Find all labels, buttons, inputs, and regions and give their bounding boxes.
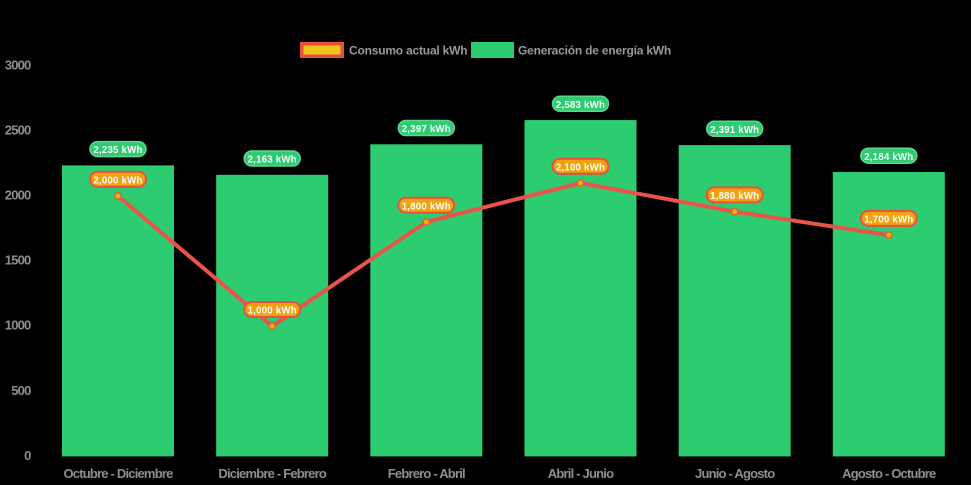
svg-text:2,000 kWh: 2,000 kWh (93, 175, 142, 186)
svg-text:Octubre - Diciembre: Octubre - Diciembre (63, 466, 173, 481)
svg-text:Agosto - Octubre: Agosto - Octubre (842, 466, 936, 481)
svg-text:3000: 3000 (5, 57, 31, 72)
svg-text:2500: 2500 (5, 122, 31, 137)
svg-text:2,583 kWh: 2,583 kWh (556, 100, 605, 111)
svg-text:2,163 kWh: 2,163 kWh (248, 155, 297, 166)
svg-text:Diciembre - Febrero: Diciembre - Febrero (218, 466, 326, 481)
svg-text:2,391 kWh: 2,391 kWh (710, 125, 759, 136)
svg-text:Junio - Agosto: Junio - Agosto (695, 466, 775, 481)
svg-text:Consumo actual kWh: Consumo actual kWh (349, 44, 467, 58)
svg-text:2,184 kWh: 2,184 kWh (864, 152, 913, 163)
svg-text:1,700 kWh: 1,700 kWh (864, 215, 913, 226)
svg-text:2,397 kWh: 2,397 kWh (402, 124, 451, 135)
svg-text:2,100 kWh: 2,100 kWh (556, 162, 605, 173)
svg-text:2,235 kWh: 2,235 kWh (93, 145, 142, 156)
svg-text:500: 500 (11, 383, 31, 398)
svg-text:Abril - Junio: Abril - Junio (548, 466, 614, 481)
svg-text:Febrero - Abril: Febrero - Abril (388, 466, 465, 481)
svg-text:1500: 1500 (5, 253, 31, 268)
svg-text:2000: 2000 (5, 188, 31, 203)
svg-text:1,800 kWh: 1,800 kWh (402, 201, 451, 212)
svg-text:0: 0 (24, 448, 31, 463)
svg-text:1,880 kWh: 1,880 kWh (710, 191, 759, 202)
svg-text:1,000 kWh: 1,000 kWh (248, 306, 297, 317)
svg-text:Generación de energía kWh: Generación de energía kWh (518, 44, 671, 58)
svg-text:1000: 1000 (5, 318, 31, 333)
